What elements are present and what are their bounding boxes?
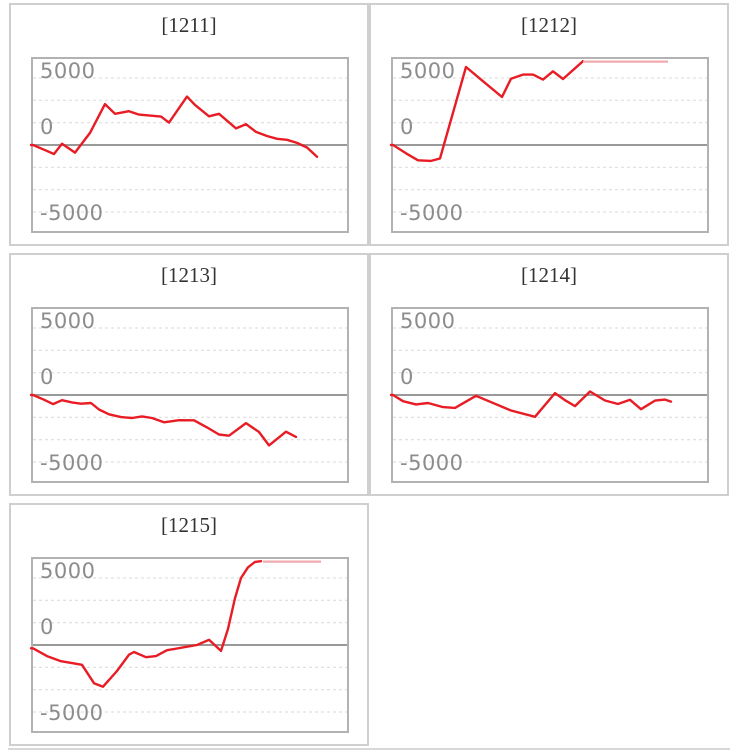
chart-panel-1212: [1212] 5000 0 -5000 (369, 3, 729, 246)
chart-panel-1213: [1213] 5000 0 -5000 (9, 253, 369, 496)
y-tick-label: 0 (400, 365, 414, 389)
y-tick-label: -5000 (40, 201, 104, 225)
y-tick-label: 5000 (40, 309, 96, 333)
chart-title: [1214] (521, 263, 577, 287)
chart-title: [1213] (161, 263, 217, 287)
chart-canvas (29, 560, 347, 713)
chart-title: [1211] (161, 13, 217, 37)
chart-plot-area: 5000 0 -5000 (389, 307, 709, 483)
y-tick-label: -5000 (400, 201, 464, 225)
chart-plot-area: 5000 0 -5000 (29, 307, 349, 483)
page-bottom-border (8, 748, 730, 750)
chart-canvas (389, 327, 707, 463)
chart-plot-area: 5000 0 -5000 (29, 557, 349, 733)
y-tick-label: -5000 (40, 451, 104, 475)
chart-title: [1212] (521, 13, 577, 37)
chart-panel-1211: [1211] 5000 0 -5000 (9, 3, 369, 246)
y-tick-label: -5000 (400, 451, 464, 475)
y-tick-label: 0 (40, 365, 54, 389)
chart-plot-area: 5000 0 -5000 (29, 57, 349, 233)
chart-canvas (29, 327, 347, 463)
chart-canvas (389, 60, 707, 213)
y-tick-label: 5000 (400, 59, 456, 83)
chart-canvas (29, 77, 347, 213)
y-tick-label: 5000 (40, 559, 96, 583)
chart-title: [1215] (161, 513, 217, 537)
chart-panel-1215: [1215] 5000 0 -5000 (9, 503, 369, 746)
chart-panel-1214: [1214] 5000 0 -5000 (369, 253, 729, 496)
series-line (389, 390, 673, 419)
series-line (29, 393, 298, 447)
y-tick-label: 0 (40, 115, 54, 139)
y-tick-label: 0 (40, 615, 54, 639)
series-line (389, 60, 585, 163)
series-line (29, 95, 319, 159)
y-tick-label: 0 (400, 115, 414, 139)
y-tick-label: 5000 (400, 309, 456, 333)
y-tick-label: -5000 (40, 701, 104, 725)
y-tick-label: 5000 (40, 59, 96, 83)
series-line (29, 560, 263, 688)
chart-plot-area: 5000 0 -5000 (389, 57, 709, 233)
